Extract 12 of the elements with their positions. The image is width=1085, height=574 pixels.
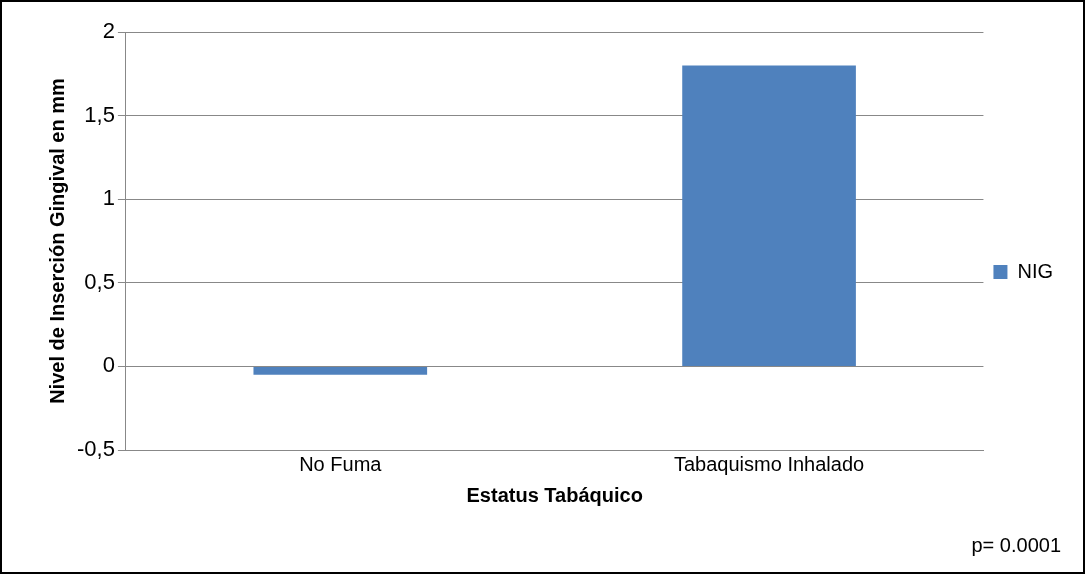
x-axis-title: Estatus Tabáquico: [466, 483, 643, 506]
y-tick-label: 0,5: [84, 268, 115, 294]
y-tick-label: 0: [102, 352, 115, 378]
y-tick-label: -0,5: [76, 436, 115, 462]
y-axis-title: Nivel de Inserción Gingival en mm: [45, 78, 68, 404]
y-tick-label: 1,5: [84, 101, 115, 127]
text: p= 0.0001: [971, 533, 1061, 556]
legend-label: NIG: [1017, 259, 1054, 282]
x-tick-label: No Fuma: [299, 452, 383, 475]
y-tick-label: 2: [102, 18, 115, 44]
y-tick-label: 1: [102, 185, 115, 211]
x-tick-label: Tabaquismo Inhalado: [673, 452, 865, 475]
